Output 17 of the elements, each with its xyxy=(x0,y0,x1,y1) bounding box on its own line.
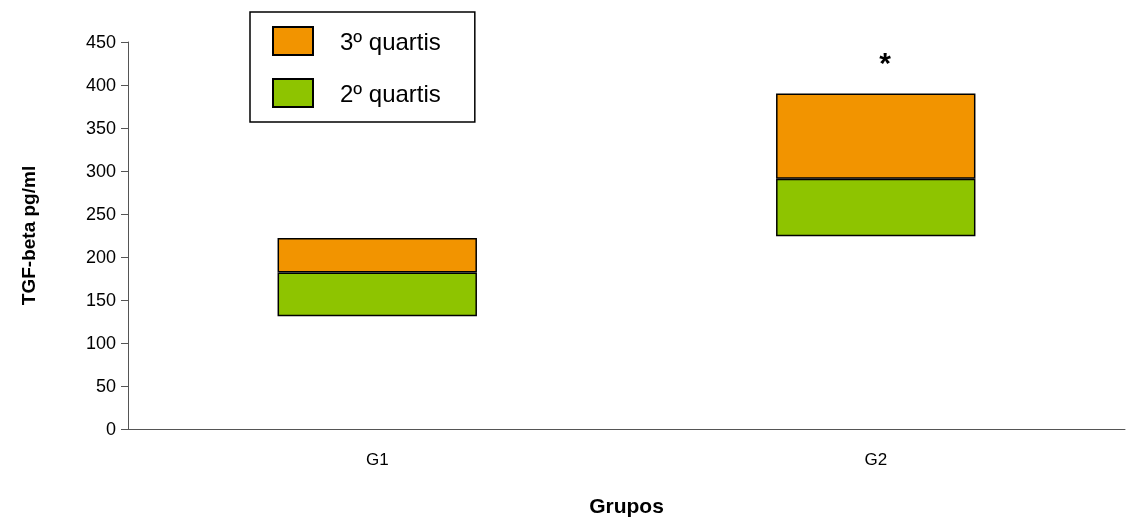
y-tick-label: 0 xyxy=(105,419,116,439)
y-tick-label: 150 xyxy=(85,290,116,310)
y-axis-title: TGF-beta pg/ml xyxy=(18,165,39,306)
y-tick-label: 200 xyxy=(85,247,116,267)
y-tick-label: 50 xyxy=(95,376,116,396)
x-tick-label: G1 xyxy=(365,450,389,469)
annotation: * xyxy=(879,45,892,79)
y-tick-label: 450 xyxy=(85,32,116,52)
y-tick-label: 250 xyxy=(85,204,116,224)
x-tick-label: G2 xyxy=(864,450,888,469)
x-axis-title: Grupos xyxy=(589,494,664,517)
legend-label: 3º quartis xyxy=(340,27,441,55)
y-tick-label: 350 xyxy=(85,118,116,138)
legend-label: 2º quartis xyxy=(340,79,441,107)
y-tick-label: 100 xyxy=(85,333,116,353)
y-tick-label: 400 xyxy=(85,75,116,95)
y-tick-label: 300 xyxy=(85,161,116,181)
